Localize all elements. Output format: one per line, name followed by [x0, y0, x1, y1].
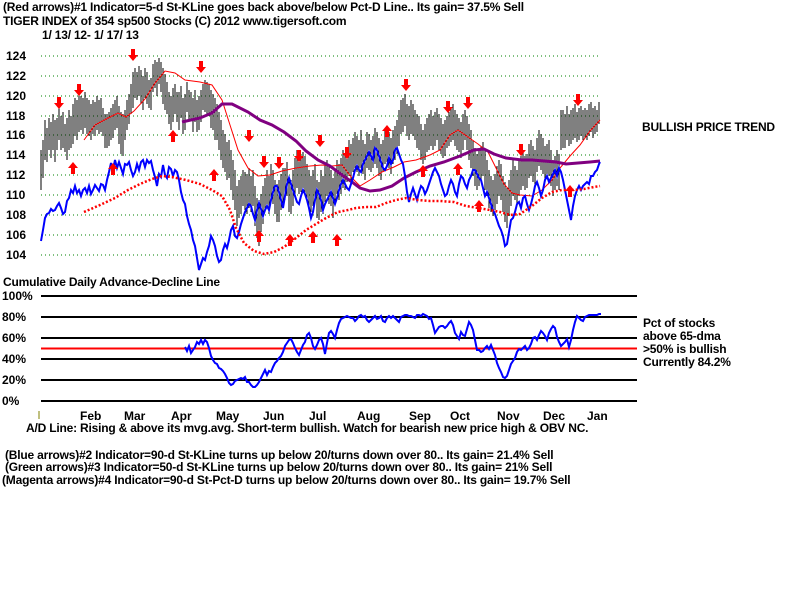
up-arrow-icon	[168, 130, 178, 142]
up-arrow-icon	[108, 163, 118, 175]
y-tick: 122	[6, 69, 27, 83]
red-dotted-line	[83, 174, 601, 256]
side-note-line: above 65-dma	[643, 329, 721, 343]
up-arrow-icon	[382, 125, 392, 137]
blue-indicator-line	[40, 145, 601, 271]
month-label: Oct	[450, 409, 471, 423]
y-tick: 80%	[2, 310, 27, 324]
ad-panel-title: Cumulative Daily Advance-Decline Line	[3, 275, 220, 289]
ad-pct-line	[184, 312, 601, 388]
y-tick: 20%	[2, 373, 27, 387]
indicator2-caption: (Blue arrows)#2 Indicator=90-d St-KLine …	[5, 448, 554, 462]
y-tick: 60%	[2, 331, 27, 345]
down-arrow-icon	[274, 157, 284, 169]
y-tick: 40%	[2, 352, 27, 366]
down-arrow-icon	[401, 79, 411, 91]
y-tick: 112	[6, 168, 26, 182]
up-arrow-icon	[474, 200, 484, 212]
up-arrow-icon	[285, 234, 295, 246]
month-label: Jul	[309, 409, 327, 423]
down-arrow-icon	[54, 97, 64, 109]
down-arrow-icon	[74, 84, 84, 96]
month-label: Apr	[171, 409, 192, 423]
red-arrows	[54, 49, 583, 246]
date-range: 1/ 13/ 12- 1/ 17/ 13	[42, 28, 139, 42]
up-arrow-icon	[308, 231, 318, 243]
y-tick: 110	[6, 188, 26, 202]
y-tick: 120	[6, 89, 27, 103]
down-arrow-icon	[244, 130, 254, 142]
y-tick: 124	[6, 49, 27, 63]
indicator4-caption: (Magenta arrows)#4 Indicator=90-d St-Pct…	[2, 473, 571, 487]
down-arrow-icon	[259, 156, 269, 168]
y-tick: 118	[6, 109, 26, 123]
down-arrow-icon	[573, 94, 583, 106]
current-value: Currently 84.2%	[643, 355, 731, 369]
up-arrow-icon	[332, 234, 342, 246]
price-bars	[40, 58, 600, 246]
down-arrow-icon	[342, 147, 352, 159]
up-arrow-icon	[68, 162, 78, 174]
up-arrow-icon	[418, 165, 428, 177]
month-label: Jan	[587, 409, 608, 423]
up-arrow-icon	[453, 163, 463, 175]
y-tick: 104	[6, 248, 27, 262]
y-tick: 114	[6, 148, 26, 162]
y-tick: 0%	[2, 394, 20, 408]
month-label: Jun	[263, 409, 285, 423]
up-arrow-icon	[254, 230, 264, 242]
month-label: Sep	[409, 409, 432, 423]
indicator1-caption: (Red arrows)#1 Indicator=5-d St-KLine go…	[3, 0, 524, 14]
down-arrow-icon	[516, 144, 526, 156]
month-label: May	[216, 409, 240, 423]
side-note-line: Pct of stocks	[643, 316, 716, 330]
long-ma-line	[181, 102, 601, 193]
ad-gridlines	[41, 295, 637, 402]
trend-label: BULLISH PRICE TREND	[642, 120, 775, 134]
down-arrow-icon	[196, 61, 206, 73]
down-arrow-icon	[463, 97, 473, 109]
month-label: Dec	[543, 409, 566, 423]
month-label: Feb	[80, 409, 102, 423]
down-arrow-icon	[315, 135, 325, 147]
indicator3-caption: (Green arrows)#3 Indicator=50-d St-KLine…	[5, 460, 553, 474]
y-tick: 106	[6, 228, 27, 242]
month-label: Mar	[124, 409, 146, 423]
month-label: Nov	[497, 409, 520, 423]
month-label: Aug	[357, 409, 381, 423]
down-arrow-icon	[443, 101, 453, 113]
chart-title: TIGER INDEX of 354 sp500 Stocks (C) 2012…	[3, 14, 347, 28]
ad-summary: A/D Line: Rising & above its mvg.avg. Sh…	[26, 421, 589, 435]
up-arrow-icon	[565, 185, 575, 197]
down-arrow-icon	[128, 49, 138, 61]
up-arrow-icon	[209, 169, 219, 181]
y-tick: 116	[6, 128, 26, 142]
y-tick: 108	[6, 208, 27, 222]
side-note-line: >50% is bullish	[643, 342, 727, 356]
down-arrow-icon	[294, 150, 304, 162]
y-tick: 100%	[2, 289, 33, 303]
